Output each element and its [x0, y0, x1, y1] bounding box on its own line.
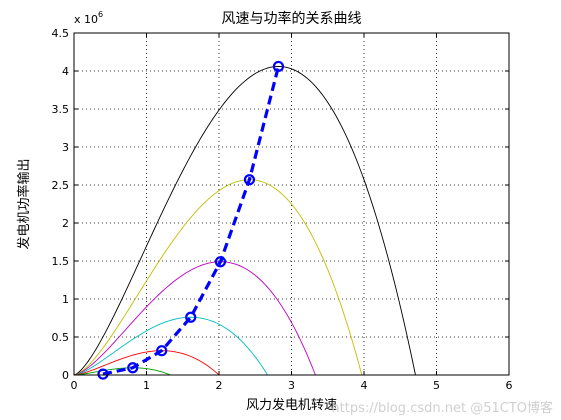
x-tick-label: 5 [433, 379, 440, 392]
y-tick-label: 2 [62, 217, 69, 230]
x-tick-label: 3 [288, 379, 295, 392]
power-curve [73, 367, 171, 376]
x-tick-label: 6 [506, 379, 513, 392]
y-axis-label: 发电机功率输出 [16, 158, 32, 249]
axes-box [73, 32, 510, 376]
y-exponent-power: 6 [98, 10, 103, 19]
power-curve [73, 65, 416, 376]
power-curve [73, 316, 268, 376]
axis-ticks: 0 1 2 3 4 5 6 0 0.5 1 1.5 2 2.5 3 3.5 4 4.5 [52, 27, 513, 392]
max-power-line [97, 60, 285, 380]
y-tick-label: 3 [62, 141, 69, 154]
max-power-point [185, 311, 197, 323]
watermark: https://blog.csdn.net @51CTO博客 [331, 401, 553, 416]
max-power-point [97, 368, 109, 380]
x-tick-label: 4 [361, 379, 368, 392]
rotor-speed-curves [73, 65, 416, 376]
y-tick-label: 3.5 [52, 103, 70, 116]
y-tick-label: 0.5 [52, 331, 70, 344]
y-tick-label: 4.5 [52, 27, 70, 40]
x-tick-label: 0 [71, 379, 78, 392]
x-tick-label: 2 [216, 379, 223, 392]
y-tick-label: 1.5 [52, 255, 70, 268]
y-exponent-base: x 10 [74, 13, 98, 26]
grid-lines [74, 33, 509, 375]
power-curve [73, 179, 363, 376]
y-exponent-label: x 106 [74, 10, 103, 26]
max-power-point [272, 60, 285, 73]
max-power-point [156, 345, 168, 357]
x-axis-label: 风力发电机转速 [246, 397, 337, 413]
max-power-dashed-line [102, 66, 280, 376]
max-power-point [127, 362, 139, 374]
chart-title: 风速与功率的关系曲线 [222, 10, 362, 27]
max-power-point [214, 256, 227, 268]
max-power-point [243, 174, 256, 186]
y-tick-label: 2.5 [52, 179, 70, 192]
x-tick-label: 1 [143, 379, 150, 392]
y-tick-label: 1 [62, 293, 69, 306]
y-tick-label: 4 [62, 65, 69, 78]
power-curve [73, 261, 316, 376]
power-curve [73, 350, 220, 376]
y-tick-label: 0 [62, 369, 69, 382]
